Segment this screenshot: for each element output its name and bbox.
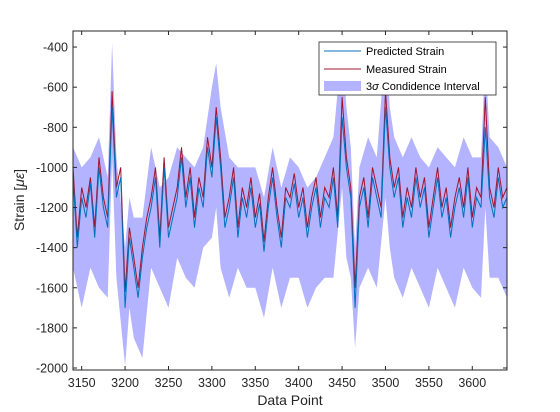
legend-label-band-suffix: Condidence Interval	[379, 81, 480, 93]
y-tick-label: -600	[43, 81, 68, 95]
y-axis-label-symbol: με	[11, 172, 27, 188]
x-tick-label: 3600	[458, 376, 486, 390]
measured-strain-line	[73, 91, 507, 292]
legend-label-band-prefix: 3	[366, 81, 372, 93]
y-tick-label: -400	[43, 41, 68, 55]
axes-box	[72, 30, 508, 371]
x-tick-label: 3350	[241, 376, 269, 390]
legend-label-band-symbol: σ	[372, 81, 379, 93]
y-tick-label: -800	[43, 121, 68, 135]
y-tick-label: -1600	[36, 281, 68, 295]
y-tick-label: -2000	[36, 361, 68, 375]
legend-label-measured: Measured Strain	[366, 64, 447, 76]
predicted-strain-line	[73, 107, 507, 308]
ticks-layer: 3150 3200 3250 3300 3350 3400 3450 3500 3550 3600…	[36, 31, 507, 390]
x-tick-label: 3300	[198, 376, 226, 390]
y-axis-label-text: Strain [	[11, 187, 27, 231]
legend-label-predicted: Predicted Strain	[366, 46, 444, 58]
x-tick-label: 3250	[155, 376, 183, 390]
x-tick-label: 3550	[415, 376, 443, 390]
legend: Predicted Strain Measured Strain 3σ Cond…	[318, 41, 497, 96]
y-tick-label: -1000	[36, 161, 68, 175]
confidence-band	[73, 43, 507, 366]
x-tick-label: 3400	[285, 376, 313, 390]
y-tick-label: -1200	[36, 201, 68, 215]
y-axis-label: Strain [με]	[11, 169, 27, 231]
x-axis-label: Data Point	[257, 392, 322, 408]
legend-swatch-band	[324, 81, 361, 91]
y-axis-label-close: ]	[11, 169, 27, 173]
x-tick-label: 3500	[372, 376, 400, 390]
x-tick-label: 3200	[111, 376, 139, 390]
y-tick-label: -1800	[36, 321, 68, 335]
legend-label-band: 3σ Condidence Interval	[366, 81, 480, 93]
y-tick-label: -1400	[36, 241, 68, 255]
series-layer	[73, 43, 507, 366]
x-tick-label: 3450	[328, 376, 356, 390]
x-tick-label: 3150	[68, 376, 96, 390]
